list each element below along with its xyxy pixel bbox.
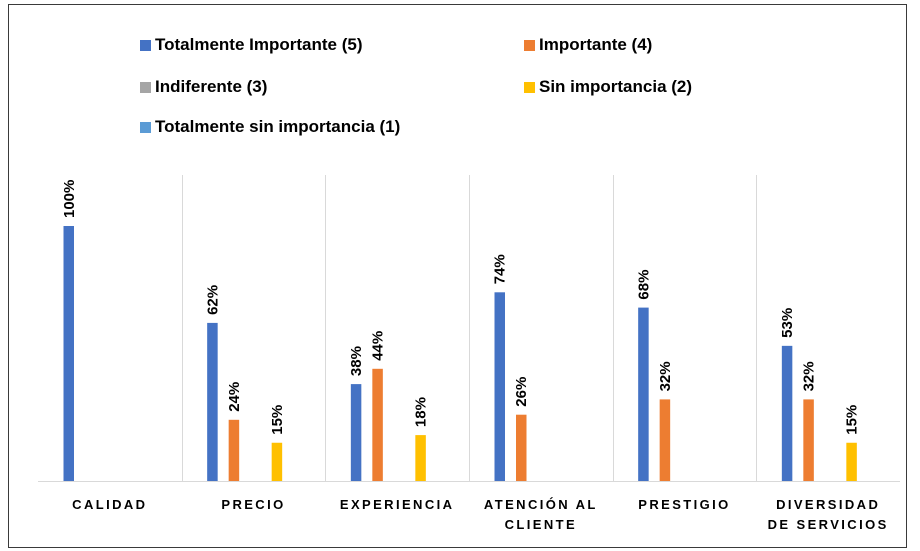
data-label-1-5: 68% [635,270,652,300]
bar-2-3 [372,368,383,481]
bar-2-2 [228,419,240,481]
data-label-1-3: 38% [348,346,365,376]
legend-swatch-series-1 [140,39,151,51]
category-label-5: PRESTIGIO [638,497,730,512]
bar-2-4 [516,414,527,481]
legend-item-series-3: Indiferente (3) [140,77,267,97]
legend-label-series-2: Importante (4) [539,35,653,54]
category-label-3: EXPERIENCIA [340,497,455,512]
legend-label-series-4: Sin importancia (2) [539,77,693,96]
bar-4-6 [846,442,857,481]
data-label-2-3: 44% [370,331,387,361]
bar-2-6 [803,399,814,481]
bar-4-3 [415,435,426,481]
bar-1-3 [350,384,362,481]
legend-swatch-series-3 [140,81,151,93]
data-label-1-4: 74% [492,254,509,284]
legend-swatch-series-5 [140,121,151,133]
legend-item-series-4: Sin importancia (2) [524,77,692,97]
data-label-1-6: 53% [779,308,796,338]
data-label-4-3: 18% [413,397,430,427]
legend-swatch-series-4 [524,81,535,93]
bar-1-6 [781,345,793,481]
bar-4-2 [271,442,283,481]
data-label-4-2: 15% [269,405,286,435]
legend-label-series-3: Indiferente (3) [155,77,268,96]
legend-item-series-2: Importante (4) [524,35,652,55]
data-label-2-5: 32% [657,361,674,391]
bar-1-4 [494,292,505,481]
category-label-2: PRECIO [221,497,285,512]
category-label-1: CALIDAD [72,497,147,512]
legend-label-series-1: Totalmente Importante (5) [155,35,363,54]
bar-2-5 [659,399,671,481]
data-label-1-1: 100% [61,180,78,218]
data-label-2-2: 24% [226,382,243,412]
data-label-2-6: 32% [801,361,818,391]
data-label-4-6: 15% [844,405,861,435]
category-label-4: ATENCIÓN AL [484,497,598,512]
legend-label-series-5: Totalmente sin importancia (1) [155,117,401,136]
data-label-1-2: 62% [204,285,221,315]
data-label-2-4: 26% [513,377,530,407]
bar-1-1 [63,226,74,481]
chart-legend: Totalmente Importante (5) Importante (4)… [0,0,920,150]
legend-swatch-series-2 [524,39,535,51]
bar-1-5 [638,307,649,481]
legend-item-series-1: Totalmente Importante (5) [140,35,362,55]
category-label-4: CLIENTE [505,517,577,532]
category-label-6: DIVERSIDAD [776,497,880,512]
chart-frame [8,4,907,548]
bar-1-2 [207,322,218,481]
legend-item-series-5: Totalmente sin importancia (1) [140,117,400,137]
category-label-6: DE SERVICIOS [768,517,889,532]
